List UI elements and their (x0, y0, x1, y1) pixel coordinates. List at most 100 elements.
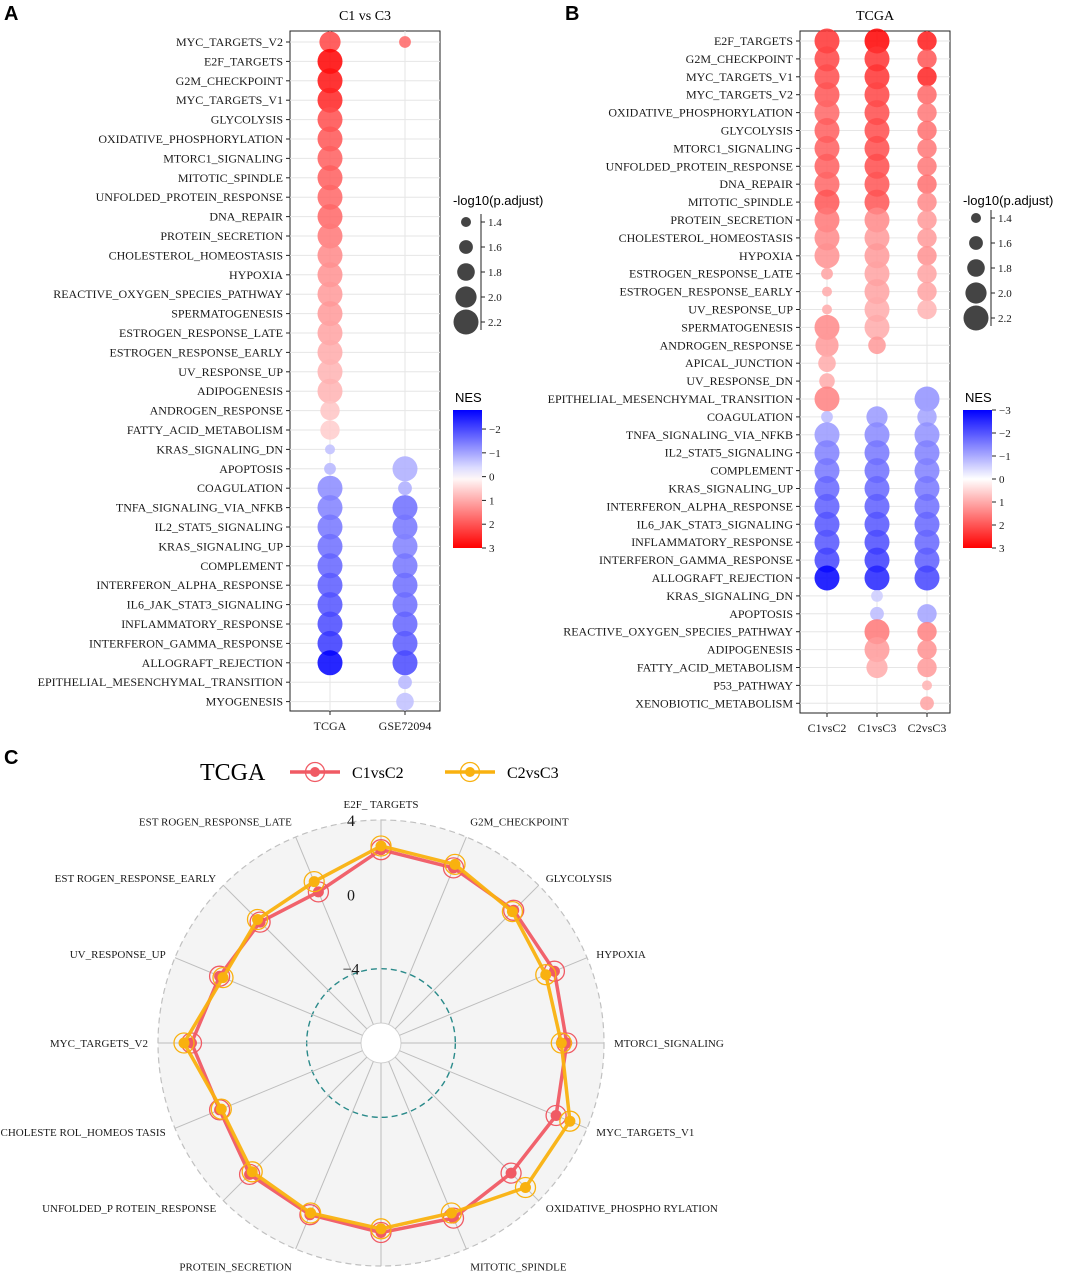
dot (917, 138, 937, 159)
dot (317, 301, 343, 327)
dot (917, 120, 937, 141)
radar-point-ring (210, 1098, 232, 1120)
dot (814, 243, 840, 269)
dot (917, 210, 937, 230)
dot (917, 228, 937, 248)
dot (814, 529, 840, 555)
dot (864, 476, 890, 501)
size-legend-label: 2.0 (998, 288, 1012, 300)
size-legend-title-a: -log10(p.adjust) (453, 193, 543, 208)
dot (917, 264, 937, 284)
radar-point-ring (514, 1176, 537, 1199)
row-label: ESTROGEN_RESPONSE_EARLY (620, 285, 794, 299)
row-label: ANDROGEN_RESPONSE (660, 338, 793, 352)
radar-axis-label: EST ROGEN_RESPONSE_EARLY (55, 873, 217, 885)
radar-point-ring (559, 1110, 581, 1132)
row-label: TNFA_SIGNALING_VIA_NFKB (626, 428, 793, 442)
radar-point-ring (442, 857, 465, 879)
radar-axis-label: G2M_CHECKPOINT (470, 817, 569, 829)
dot (814, 458, 840, 484)
nes-legend-title-a: NES (455, 390, 482, 405)
row-label: XENOBIOTIC_METABOLISM (635, 696, 793, 710)
row-label: UNFOLDED_PROTEIN_RESPONSE (96, 190, 283, 204)
size-legend-title-b: -log10(p.adjust) (963, 193, 1053, 208)
radar-point-ring (501, 900, 524, 923)
legend-point (465, 767, 475, 777)
row-label: UV_RESPONSE_UP (688, 303, 793, 317)
row-label: KRAS_SIGNALING_DN (156, 442, 283, 456)
dot (325, 444, 335, 455)
radar-panel-c: E2F_ TARGETS G2M_CHECKPOINT GLYCOLYSIS HYPO… (1, 799, 724, 1281)
dot (917, 156, 937, 176)
radar-point (550, 1110, 562, 1121)
dot (917, 192, 937, 212)
row-label: MITOTIC_SPINDLE (688, 195, 793, 209)
nes-legend-label: 1 (489, 495, 495, 507)
dot (392, 630, 418, 656)
size-legend-label: 2.2 (998, 313, 1012, 325)
radar-series (173, 835, 581, 1244)
row-label: OXIDATIVE_PHOSPHORYLATION (98, 132, 283, 146)
dot (392, 553, 418, 579)
dot (864, 619, 890, 645)
row-label: SPERMATOGENESIS (681, 320, 793, 334)
size-legend-label: 1.8 (998, 263, 1012, 275)
dot (814, 135, 840, 161)
radar-point (564, 1115, 576, 1127)
row-label: TNFA_SIGNALING_VIA_NFKB (116, 501, 283, 515)
row-label: IL6_JAK_STAT3_SIGNALING (637, 517, 794, 531)
radar-point-ring (535, 964, 557, 986)
dot (822, 304, 832, 315)
radar-point-ring (370, 835, 392, 857)
radar-point-ring (212, 966, 234, 989)
dot (317, 339, 343, 365)
chart-title-a: C1 vs C3 (339, 9, 391, 24)
nes-legend-label: 3 (489, 543, 495, 555)
dot (392, 456, 418, 482)
dot (317, 262, 343, 288)
dot (392, 514, 418, 540)
dot (917, 85, 937, 105)
row-label: UV_RESPONSE_DN (686, 374, 793, 388)
dot (814, 100, 840, 126)
dot (870, 606, 884, 621)
dot (864, 64, 890, 90)
radar-spoke (222, 884, 368, 1030)
dot (317, 533, 343, 559)
dot (317, 495, 343, 521)
radar-axis-labels: E2F_ TARGETS G2M_CHECKPOINT GLYCOLYSIS HYPO… (1, 799, 724, 1281)
dot (392, 533, 418, 559)
row-label: ESTROGEN_RESPONSE_EARLY (110, 345, 284, 359)
radar-axis-label: UV_RESPONSE_UP (70, 949, 166, 961)
dot (864, 243, 890, 269)
size-legend-dot (453, 309, 479, 335)
nes-legend-label: −1 (489, 448, 501, 460)
nes-legend-label: −2 (999, 428, 1011, 440)
radar-point-ring (299, 1202, 322, 1224)
plot-frame-a (289, 30, 441, 712)
radar-axis-label: HYPOXIA (596, 949, 646, 961)
dot (814, 82, 840, 108)
row-label: MYC_TARGETS_V2 (176, 35, 283, 49)
size-legend-dot (461, 217, 471, 227)
dot (864, 189, 890, 215)
radar-point (308, 876, 320, 888)
row-label: KRAS_SIGNALING_UP (158, 539, 283, 553)
dot (392, 611, 418, 637)
nes-colorbar-a (453, 410, 482, 548)
dot (317, 611, 343, 637)
dot (864, 153, 890, 179)
nes-legend-label: 0 (489, 472, 495, 484)
radar-tick-label: −4 (342, 962, 359, 979)
nes-legend-label: −1 (999, 451, 1011, 463)
dot (317, 475, 343, 501)
row-label: MYC_TARGETS_V2 (686, 88, 793, 102)
dot (914, 458, 940, 484)
dot (814, 440, 840, 466)
dot (917, 281, 937, 302)
row-label: CHOLESTEROL_HOMEOSTASIS (109, 248, 283, 262)
dot (320, 400, 340, 421)
row-label: KRAS_SIGNALING_UP (668, 482, 793, 496)
radar-spoke (174, 1050, 363, 1129)
panel-label-a: A (4, 3, 18, 25)
